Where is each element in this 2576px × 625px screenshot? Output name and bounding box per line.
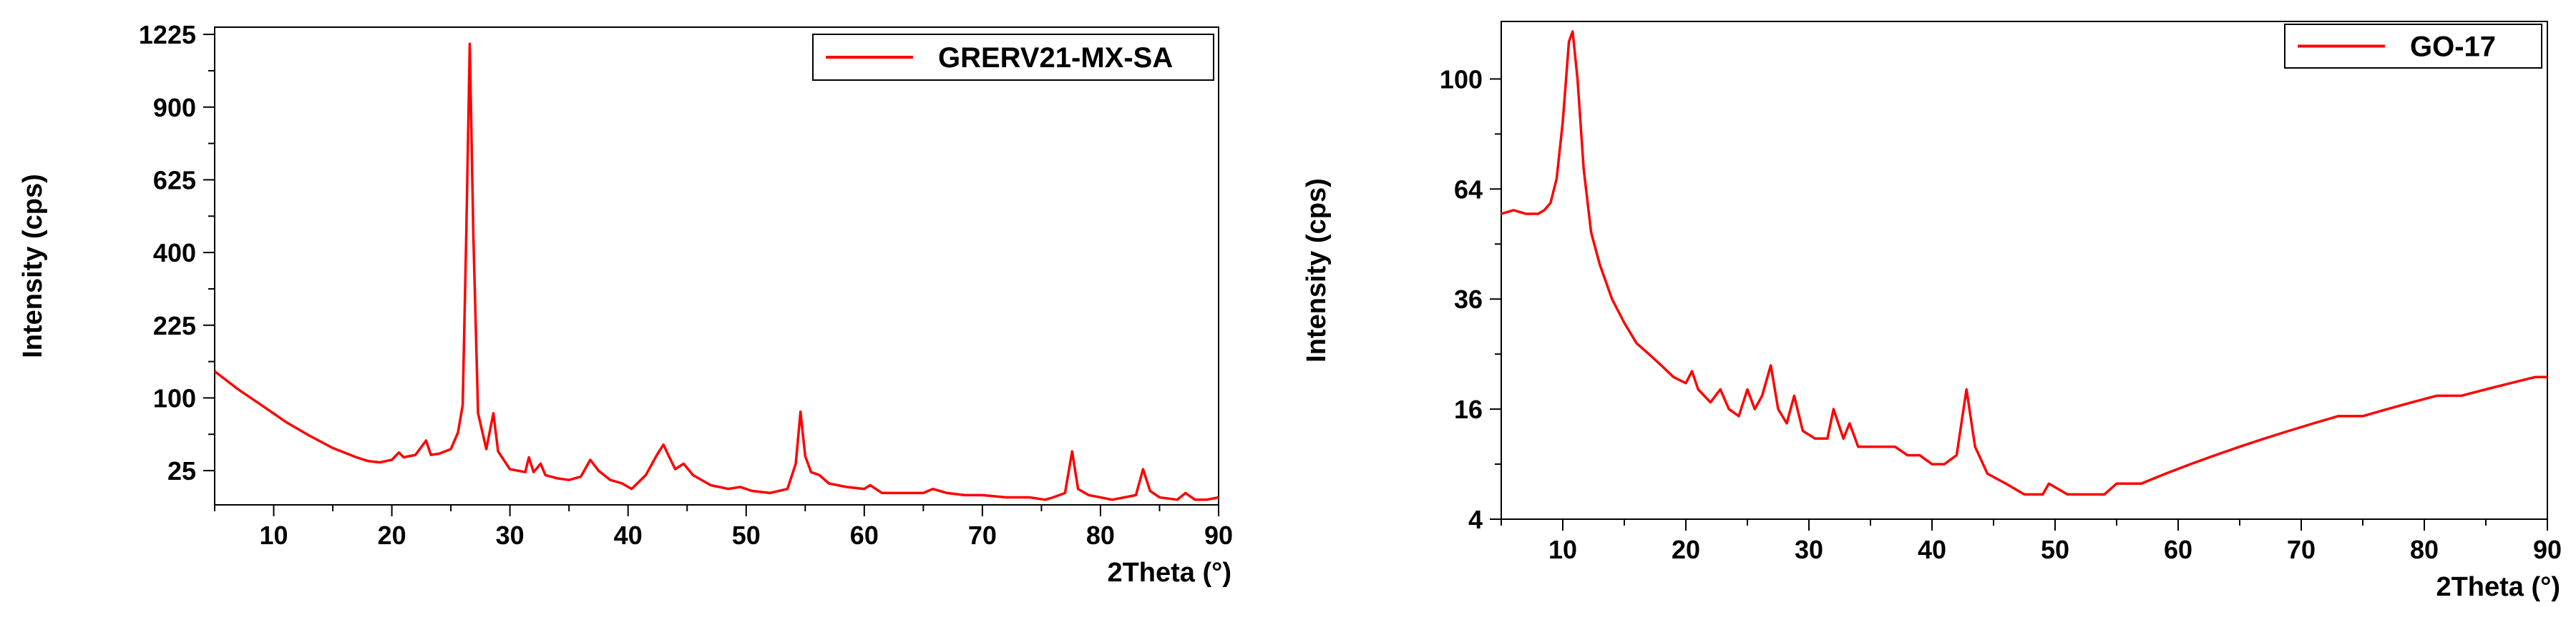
- x-tick-label: 30: [1795, 535, 1823, 564]
- y-tick-label: 4: [1468, 505, 1483, 534]
- x-tick-label: 40: [1918, 535, 1946, 564]
- x-tick-label: 30: [496, 521, 525, 550]
- plot-frame: [214, 26, 1219, 506]
- chart-2: 10 20 30 40 50 60 70 80 90 4 16 36 64 100 Intensity (c…: [1302, 21, 2562, 602]
- x-tick-label: 10: [1548, 535, 1577, 564]
- series-line-1: [1501, 30, 2547, 496]
- x-tick-label: 20: [1672, 535, 1700, 564]
- x-tick-label: 70: [2287, 535, 2316, 564]
- x-tick-label: 50: [2041, 535, 2069, 564]
- x-tick-label: 90: [1204, 521, 1233, 550]
- y-tick-label: 1225: [139, 20, 196, 49]
- y-tick-label: 900: [153, 93, 196, 122]
- y-tick-label: 36: [1454, 285, 1483, 314]
- x-axis-title: 2Theta (°): [2436, 572, 2560, 602]
- y-tick-label: 625: [153, 165, 196, 195]
- y-tick-label: 16: [1454, 395, 1483, 424]
- y-tick-label: 100: [153, 383, 196, 413]
- chart-1: 10 20 30 40 50 60 70 80 90 25 100 225 400 625 900 1225 I…: [18, 20, 1233, 588]
- y-tick-label: 64: [1454, 174, 1483, 204]
- plot-frame: [1501, 21, 2548, 520]
- y-axis-title: Intensity (cps): [18, 174, 48, 358]
- x-tick-label: 90: [2533, 535, 2562, 564]
- y-tick-label: 25: [167, 456, 196, 486]
- y-axis-title: Intensity (cps): [1302, 178, 1332, 363]
- legend-label: GO-17: [2410, 31, 2496, 63]
- x-tick-label: 40: [614, 521, 643, 550]
- x-tick-label: 10: [260, 521, 288, 550]
- y-tick-label: 400: [153, 238, 196, 267]
- x-tick-label: 80: [2410, 535, 2439, 564]
- x-tick-label: 60: [850, 521, 879, 550]
- x-axis-title: 2Theta (°): [1107, 558, 1231, 588]
- x-tick-label: 50: [732, 521, 761, 550]
- y-tick-label: 100: [1440, 64, 1483, 94]
- legend-label: GRERV21-MX-SA: [938, 42, 1173, 74]
- x-tick-label: 80: [1086, 521, 1115, 550]
- x-tick-label: 20: [378, 521, 406, 550]
- x-tick-label: 70: [968, 521, 997, 550]
- x-tick-label: 60: [2164, 535, 2192, 564]
- y-tick-label: 225: [153, 311, 196, 340]
- series-line-1: [213, 42, 1219, 501]
